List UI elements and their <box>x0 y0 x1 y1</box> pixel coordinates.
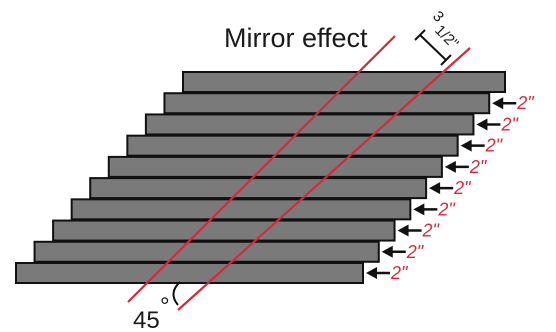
gap-dimension: 3 1/2" <box>414 8 462 66</box>
offset-arrow-9 <box>366 267 390 279</box>
angle-unit: ° <box>160 293 170 320</box>
cut-line-right <box>177 47 471 311</box>
angle-marker: 45 ° <box>133 281 181 332</box>
cut-line-left <box>127 35 396 303</box>
board-4 <box>126 134 459 157</box>
board-5 <box>107 155 443 178</box>
board-6 <box>89 177 428 200</box>
offset-label-1: 2" <box>516 93 535 113</box>
board-1 <box>182 71 506 93</box>
offset-arrow-4 <box>444 160 469 173</box>
board-8 <box>52 219 396 242</box>
offset-arrow-5 <box>429 182 454 195</box>
diagram-title: Mirror effect <box>224 23 368 53</box>
arrowhead-icon <box>397 224 409 237</box>
boards-group <box>15 71 506 284</box>
offset-label-8: 2" <box>406 242 425 262</box>
cut-lines <box>127 35 471 311</box>
board-10 <box>15 262 364 284</box>
offset-arrow-2 <box>476 118 501 131</box>
offset-label-6: 2" <box>437 199 456 219</box>
arrowhead-icon <box>476 118 488 131</box>
board-7 <box>70 198 412 221</box>
angle-value: 45 <box>133 307 160 332</box>
dimension-tick-top <box>414 29 426 41</box>
offset-label-9: 2" <box>390 263 409 283</box>
arrowhead-icon <box>444 160 456 173</box>
dimension-line <box>419 34 447 61</box>
dimension-tick-bottom <box>440 54 452 66</box>
offset-label-2: 2" <box>500 114 519 134</box>
offset-arrow-6 <box>413 203 438 216</box>
offset-arrow-1 <box>492 97 517 110</box>
offset-label-5: 2" <box>453 178 472 198</box>
offset-label-7: 2" <box>422 221 441 241</box>
offset-label-3: 2" <box>485 136 504 156</box>
offset-label-4: 2" <box>469 157 488 177</box>
arrowhead-icon <box>492 97 504 110</box>
board-3 <box>144 113 475 136</box>
arrowhead-icon <box>381 245 393 258</box>
arrowhead-icon <box>460 139 472 152</box>
offset-arrow-8 <box>381 245 406 258</box>
arrowhead-icon <box>366 267 377 279</box>
offset-arrow-3 <box>460 139 485 152</box>
offset-markers: 2"2"2"2"2"2"2"2"2" <box>366 93 535 283</box>
offset-arrow-7 <box>397 224 422 237</box>
board-9 <box>33 240 380 263</box>
arrowhead-icon <box>429 182 441 195</box>
arrowhead-icon <box>413 203 425 216</box>
gap-label-fraction: 1/2" <box>431 22 462 53</box>
angle-arc <box>172 281 181 306</box>
